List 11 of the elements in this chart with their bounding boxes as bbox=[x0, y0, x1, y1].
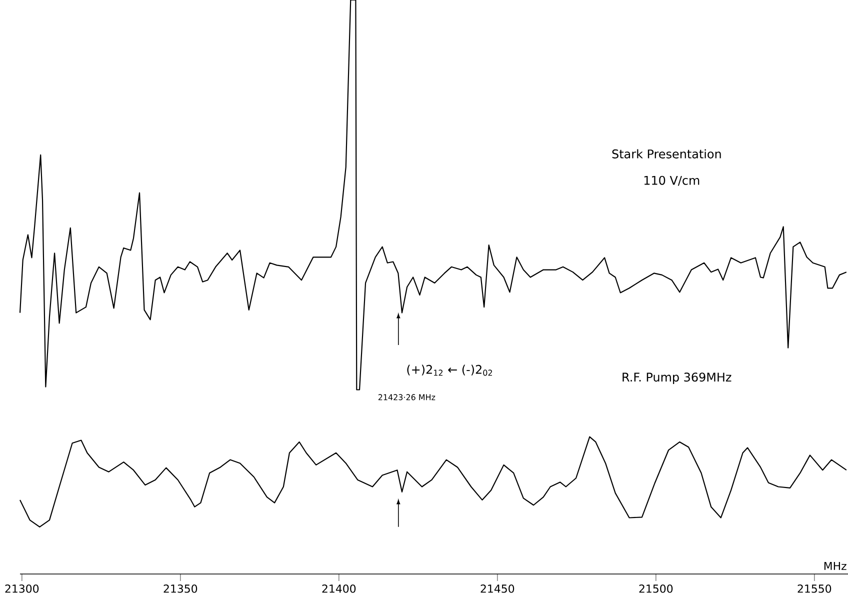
x-tick-label: 21450 bbox=[480, 584, 514, 593]
annotation: R.F. Pump 369MHz bbox=[622, 372, 732, 384]
annotation: Stark Presentation bbox=[612, 149, 721, 158]
annotation: (+)2$_{12}$ ← (-)2$_{02}$ bbox=[407, 364, 492, 376]
x-tick-label: 21550 bbox=[798, 584, 832, 593]
x-tick-label: 21400 bbox=[322, 584, 356, 593]
x-tick-label: 21350 bbox=[164, 584, 198, 593]
x-axis-title: MHz bbox=[824, 562, 846, 570]
x-tick-label: 21300 bbox=[5, 584, 39, 593]
x-tick-label: 21500 bbox=[639, 584, 673, 593]
annotation: 110 V/cm bbox=[644, 176, 700, 186]
